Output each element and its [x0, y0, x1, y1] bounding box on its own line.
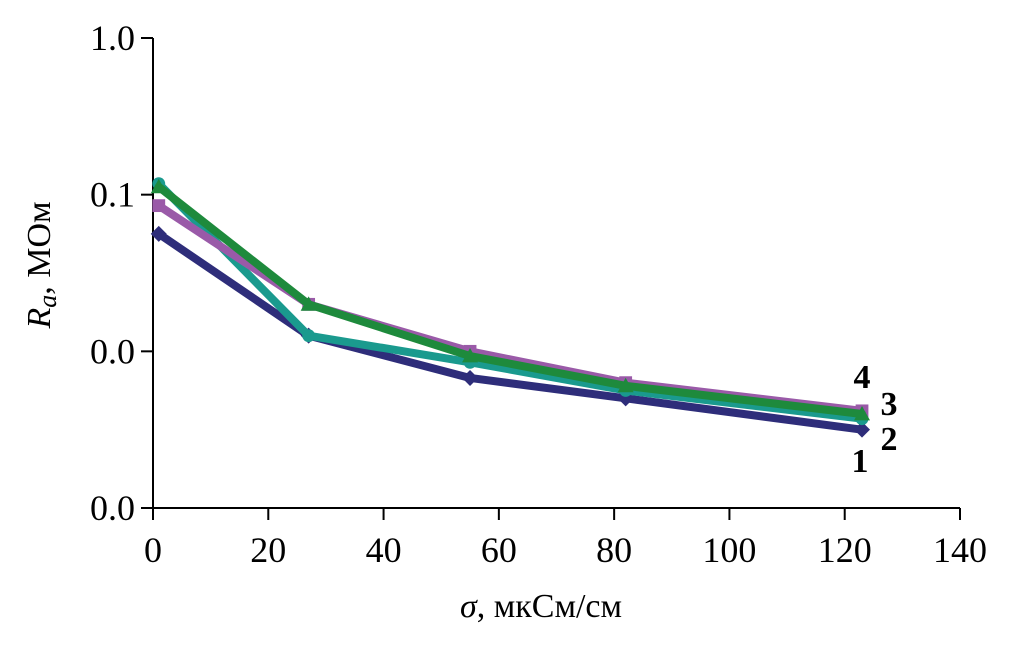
- x-tick-label: 80: [596, 530, 632, 570]
- series-3-marker: [300, 296, 317, 311]
- series-label-2: 2: [881, 421, 898, 458]
- y-tick-label: 0.1: [90, 175, 135, 215]
- x-tick-label: 20: [250, 530, 286, 570]
- series-3-marker: [150, 178, 167, 194]
- y-axis-symbol: R: [21, 308, 58, 330]
- series-1-marker: [462, 369, 479, 386]
- series-3-marker: [462, 348, 479, 363]
- y-axis-title: Ra, МОм: [21, 201, 62, 329]
- x-axis-unit: , мкСм/см: [477, 588, 622, 625]
- series-4-marker: [152, 199, 166, 213]
- series-label-4: 4: [854, 359, 871, 396]
- series-1-marker: [150, 225, 167, 242]
- series-label-1: 1: [852, 443, 869, 480]
- x-tick-label: 40: [366, 530, 402, 570]
- axes: [152, 38, 960, 509]
- x-tick-label: 140: [933, 530, 987, 570]
- series-1-marker: [854, 421, 871, 438]
- y-tick-label: 0.0: [90, 488, 135, 528]
- x-tick-label: 120: [818, 530, 872, 570]
- y-axis-unit: , МОм: [21, 201, 58, 294]
- y-tick-label: 0.0: [90, 331, 135, 371]
- series-group: [150, 177, 871, 438]
- x-tick-label: 0: [144, 530, 162, 570]
- x-ticks: 0 20 40 60 80 100 120 140: [144, 508, 987, 570]
- x-axis-title: σ, мкСм/см: [460, 588, 622, 625]
- series-3-marker: [854, 406, 871, 421]
- y-ticks: 0.0 0.0 0.1 1.0: [90, 18, 153, 528]
- series-2-marker: [302, 329, 316, 343]
- series-3-marker: [617, 377, 634, 393]
- y-axis-subscript: a: [33, 295, 62, 308]
- series-label-3: 3: [881, 386, 898, 423]
- x-tick-label: 100: [702, 530, 756, 570]
- y-tick-label: 1.0: [90, 18, 135, 58]
- x-axis-symbol: σ: [460, 588, 478, 625]
- x-tick-label: 60: [481, 530, 517, 570]
- series-3: [150, 178, 871, 421]
